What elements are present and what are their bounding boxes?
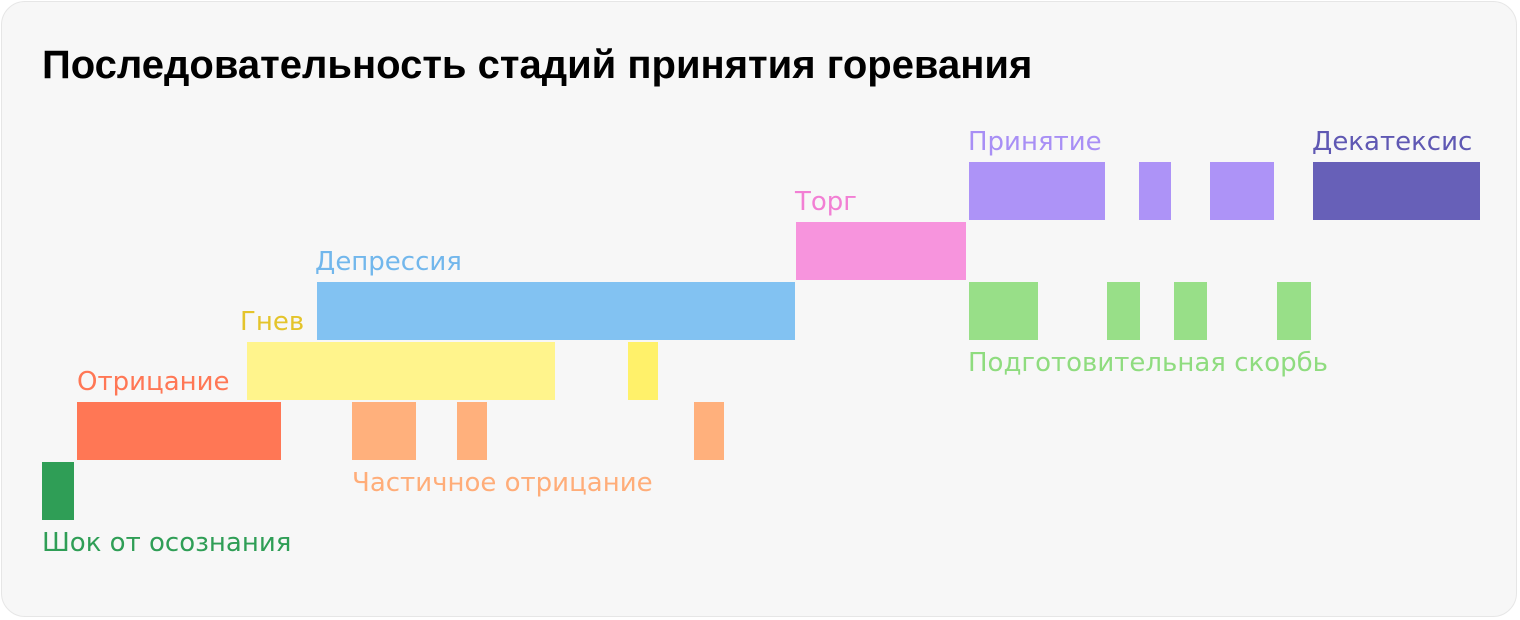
label-decathexis: Декатексис: [1312, 127, 1473, 157]
label-bargaining: Торг: [795, 187, 857, 217]
bar-bargaining: [796, 222, 966, 280]
bar-preparatory-grief: [969, 282, 1038, 340]
bar-acceptance: [969, 162, 1105, 220]
label-denial: Отрицание: [77, 367, 230, 397]
bar-shock: [42, 462, 74, 520]
diagram-title: Последовательность стадий принятия горев…: [42, 43, 1033, 87]
bar-preparatory-grief: [1107, 282, 1140, 340]
bar-preparatory-grief: [1277, 282, 1311, 340]
label-depression: Депрессия: [315, 247, 462, 277]
bar-preparatory-grief: [1174, 282, 1207, 340]
bar-anger-accent: [628, 342, 658, 400]
label-anger: Гнев: [240, 307, 305, 337]
bar-decathexis: [1313, 162, 1480, 220]
bar-acceptance: [1210, 162, 1274, 220]
bar-partial-denial: [694, 402, 724, 460]
bar-depression: [317, 282, 795, 340]
label-shock: Шок от осознания: [42, 528, 292, 558]
bar-anger: [247, 342, 555, 400]
label-partial-denial: Частичное отрицание: [352, 468, 653, 498]
bar-partial-denial: [352, 402, 416, 460]
bar-acceptance: [1139, 162, 1171, 220]
bar-partial-denial: [457, 402, 487, 460]
bar-denial: [77, 402, 281, 460]
label-acceptance: Принятие: [968, 127, 1102, 157]
label-preparatory-grief: Подготовительная скорбь: [968, 348, 1328, 378]
